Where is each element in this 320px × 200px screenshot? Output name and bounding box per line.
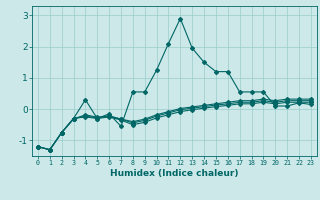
X-axis label: Humidex (Indice chaleur): Humidex (Indice chaleur) bbox=[110, 169, 239, 178]
